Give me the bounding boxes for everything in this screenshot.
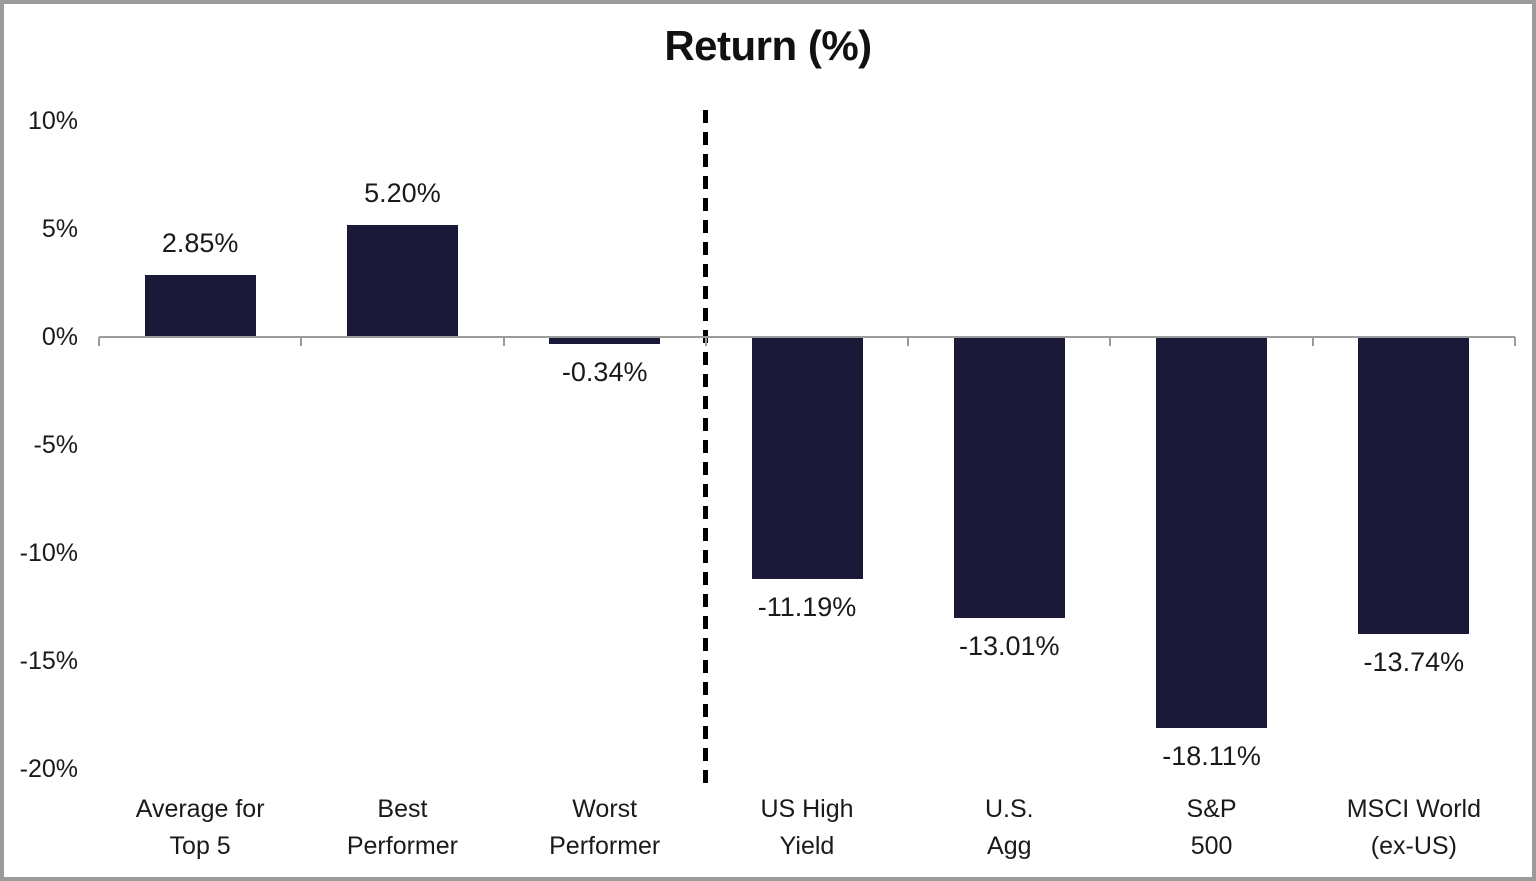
axis-tick-mark — [98, 337, 100, 346]
x-tick-label: Worst Performer — [495, 791, 715, 865]
x-tick-label: U.S. Agg — [899, 791, 1119, 865]
bar — [144, 275, 256, 337]
x-tick-label: US High Yield — [697, 791, 917, 865]
y-tick-label: -20% — [19, 755, 78, 783]
bar-value-label: -11.19% — [757, 591, 857, 622]
bar — [1156, 337, 1268, 729]
bar — [549, 337, 661, 345]
x-tick-label-line: Performer — [549, 832, 661, 860]
bar-value-label: -13.74% — [1363, 646, 1465, 677]
bar-value-label: -13.01% — [958, 631, 1060, 662]
x-tick-label-line: Performer — [346, 832, 458, 860]
x-tick-label-line: 500 — [1190, 832, 1233, 860]
bar-value-label: -0.34% — [561, 357, 648, 388]
axis-tick-mark — [1514, 337, 1516, 346]
x-tick-label-line: MSCI World — [1346, 795, 1481, 823]
x-tick-label-line: S&P — [1186, 795, 1237, 823]
bar-value-label: -18.11% — [1162, 741, 1261, 772]
axis-tick-mark — [1311, 337, 1314, 346]
x-tick-label-line: U.S. — [984, 795, 1034, 823]
axis-tick-mark — [907, 337, 910, 346]
bar — [751, 337, 863, 579]
axis-tick-mark — [1109, 337, 1112, 346]
bar — [1358, 337, 1470, 634]
x-tick-label-line: Average for — [135, 795, 265, 823]
x-tick-label-line: (ex-US) — [1370, 832, 1457, 860]
x-tick-label: S&P 500 — [1102, 791, 1322, 865]
y-tick-label: -5% — [33, 431, 78, 459]
dashed-separator-line — [703, 110, 709, 790]
x-tick-label-line: Worst — [572, 795, 638, 823]
bar — [953, 337, 1065, 619]
axis-tick-mark — [704, 337, 707, 346]
zero-axis-line — [99, 336, 1515, 338]
x-tick-label: Average for Top 5 — [90, 791, 310, 865]
bar-value-label: 2.85% — [161, 228, 239, 259]
x-tick-label-line: Yield — [779, 832, 835, 860]
bar — [346, 224, 458, 337]
x-tick-label: MSCI World (ex-US) — [1304, 791, 1524, 865]
x-tick-label-line: Top 5 — [169, 832, 231, 860]
x-tick-label-line: Best — [377, 795, 428, 823]
x-tick-label-line: Agg — [987, 832, 1032, 860]
y-tick-label: 0% — [41, 323, 78, 351]
bar-value-label: 5.20% — [364, 177, 441, 208]
y-tick-label: 5% — [41, 215, 78, 243]
x-tick-label-line: US High — [760, 795, 854, 823]
axis-tick-mark — [502, 337, 505, 346]
x-tick-label: Best Performer — [292, 791, 512, 865]
chart-title: Return (%) — [664, 22, 872, 69]
y-tick-label: -10% — [19, 539, 78, 567]
axis-tick-mark — [300, 337, 303, 346]
y-tick-label: -15% — [19, 647, 78, 675]
y-tick-label: 10% — [27, 107, 78, 135]
